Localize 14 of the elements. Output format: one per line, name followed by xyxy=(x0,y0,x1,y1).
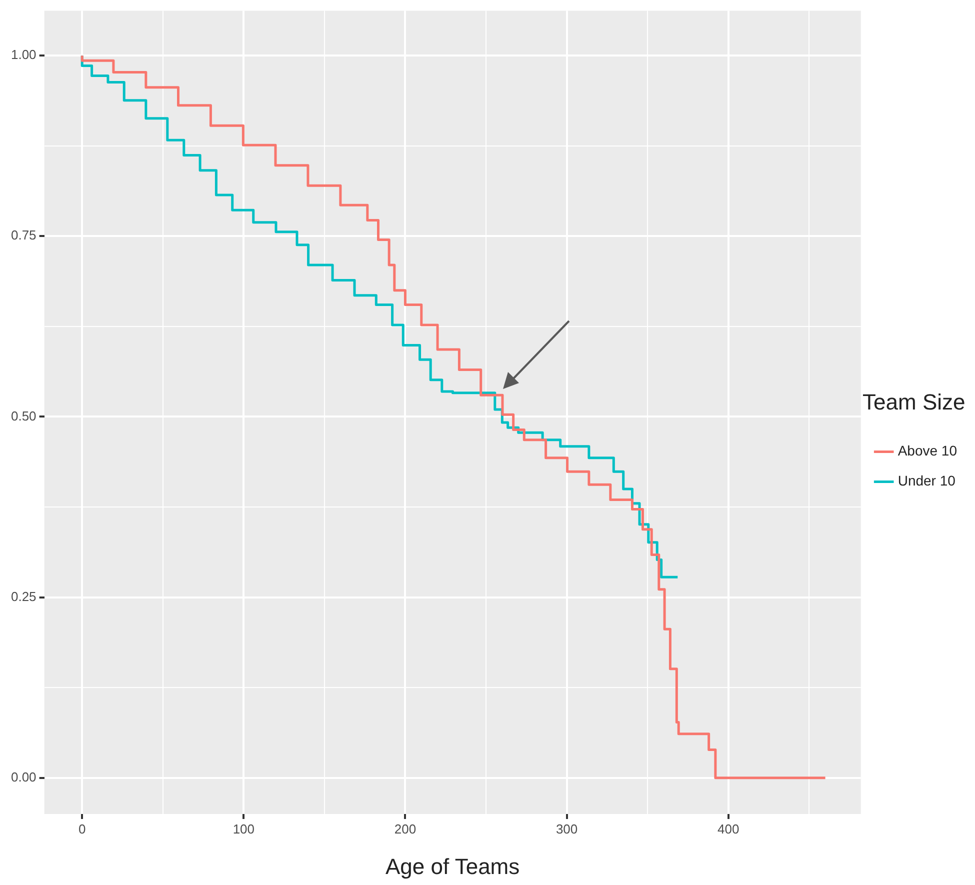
legend-title: Team Size xyxy=(862,389,966,414)
y-tick-label: 0.75 xyxy=(10,228,36,243)
x-tick-label: 200 xyxy=(394,821,416,836)
x-tick-label: 300 xyxy=(556,821,578,836)
y-tick-label: 0.25 xyxy=(10,588,36,604)
x-tick-label: 100 xyxy=(232,821,255,836)
y-tick-label: 1.00 xyxy=(10,47,36,62)
legend-label: Under 10 xyxy=(898,472,956,489)
x-axis-title: Age of Teams xyxy=(386,854,520,879)
x-tick-label: 400 xyxy=(718,821,740,836)
legend-label: Above 10 xyxy=(898,442,958,459)
y-tick-label: 0.00 xyxy=(10,769,36,784)
x-tick-label: 0 xyxy=(78,821,86,836)
y-tick-label: 0.50 xyxy=(10,408,36,424)
